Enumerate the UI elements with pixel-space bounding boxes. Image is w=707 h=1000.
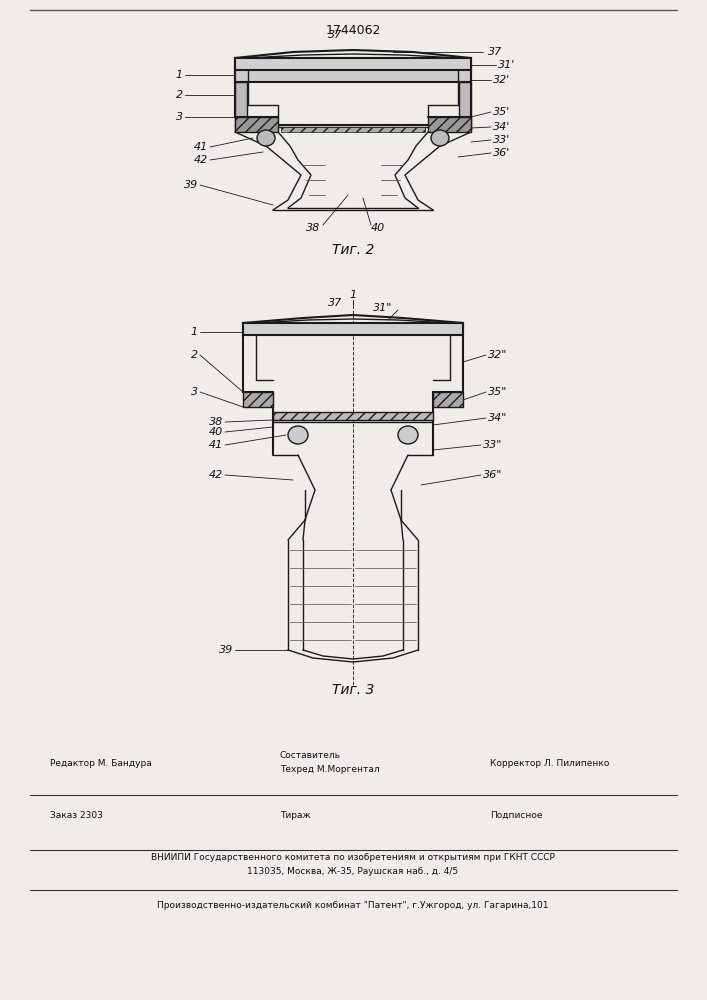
Text: 2: 2	[176, 90, 183, 100]
Text: 34": 34"	[488, 413, 508, 423]
Text: 40: 40	[371, 223, 385, 233]
Text: Τиг. 3: Τиг. 3	[332, 683, 374, 697]
Text: 36': 36'	[493, 148, 510, 158]
Text: Τиг. 2: Τиг. 2	[332, 243, 374, 257]
Text: 37: 37	[488, 47, 502, 57]
Text: 41: 41	[194, 142, 208, 152]
Text: ВНИИПИ Государственного комитета по изобретениям и открытиям при ГКНТ СССР: ВНИИПИ Государственного комитета по изоб…	[151, 854, 555, 862]
Bar	[235, 65, 471, 82]
Text: Производственно-издательский комбинат "Патент", г.Ужгород, ул. Гагарина,101: Производственно-издательский комбинат "П…	[157, 900, 549, 910]
Text: 42: 42	[209, 470, 223, 480]
Text: 36": 36"	[483, 470, 503, 480]
Text: Корректор Л. Пилипенко: Корректор Л. Пилипенко	[490, 758, 609, 768]
Text: 33": 33"	[483, 440, 503, 450]
Text: 37: 37	[328, 30, 342, 40]
Text: 37: 37	[328, 298, 342, 308]
Text: 33': 33'	[493, 135, 510, 145]
Bar	[433, 392, 463, 407]
Ellipse shape	[288, 426, 308, 444]
Ellipse shape	[431, 130, 449, 146]
Text: 35': 35'	[493, 107, 510, 117]
Text: Редактор М. Бандура: Редактор М. Бандура	[50, 758, 152, 768]
Text: 39: 39	[218, 645, 233, 655]
Text: 1: 1	[349, 290, 356, 300]
Bar	[273, 412, 433, 420]
Text: Тираж: Тираж	[280, 810, 310, 820]
Text: 3: 3	[176, 112, 183, 122]
Text: 32': 32'	[493, 75, 510, 85]
Bar	[243, 392, 273, 407]
Bar	[459, 82, 471, 130]
Text: 3: 3	[191, 387, 198, 397]
Bar	[235, 58, 471, 70]
Text: 42: 42	[194, 155, 208, 165]
Text: Подписное: Подписное	[490, 810, 542, 820]
Bar	[235, 82, 247, 130]
Text: Заказ 2303: Заказ 2303	[50, 810, 103, 820]
Text: 38: 38	[209, 417, 223, 427]
Text: 2: 2	[191, 350, 198, 360]
Text: 35": 35"	[488, 387, 508, 397]
Text: 32": 32"	[488, 350, 508, 360]
Bar	[243, 323, 463, 335]
Text: Составитель: Составитель	[280, 750, 341, 760]
Text: 113035, Москва, Ж-35, Раушская наб., д. 4/5: 113035, Москва, Ж-35, Раушская наб., д. …	[247, 866, 459, 876]
Text: Техред М.Моргентал: Техред М.Моргентал	[280, 766, 380, 774]
Text: 1: 1	[176, 70, 183, 80]
Text: 31": 31"	[373, 303, 392, 313]
Text: 1744062: 1744062	[325, 23, 380, 36]
Bar	[281, 127, 425, 132]
Text: 34': 34'	[493, 122, 510, 132]
Text: 40: 40	[209, 427, 223, 437]
Text: 1: 1	[191, 327, 198, 337]
Bar	[235, 117, 278, 132]
Text: 38: 38	[306, 223, 320, 233]
Text: 41: 41	[209, 440, 223, 450]
Ellipse shape	[257, 130, 275, 146]
Text: 31': 31'	[498, 60, 515, 70]
Ellipse shape	[398, 426, 418, 444]
Text: 39: 39	[184, 180, 198, 190]
Bar	[428, 117, 471, 132]
